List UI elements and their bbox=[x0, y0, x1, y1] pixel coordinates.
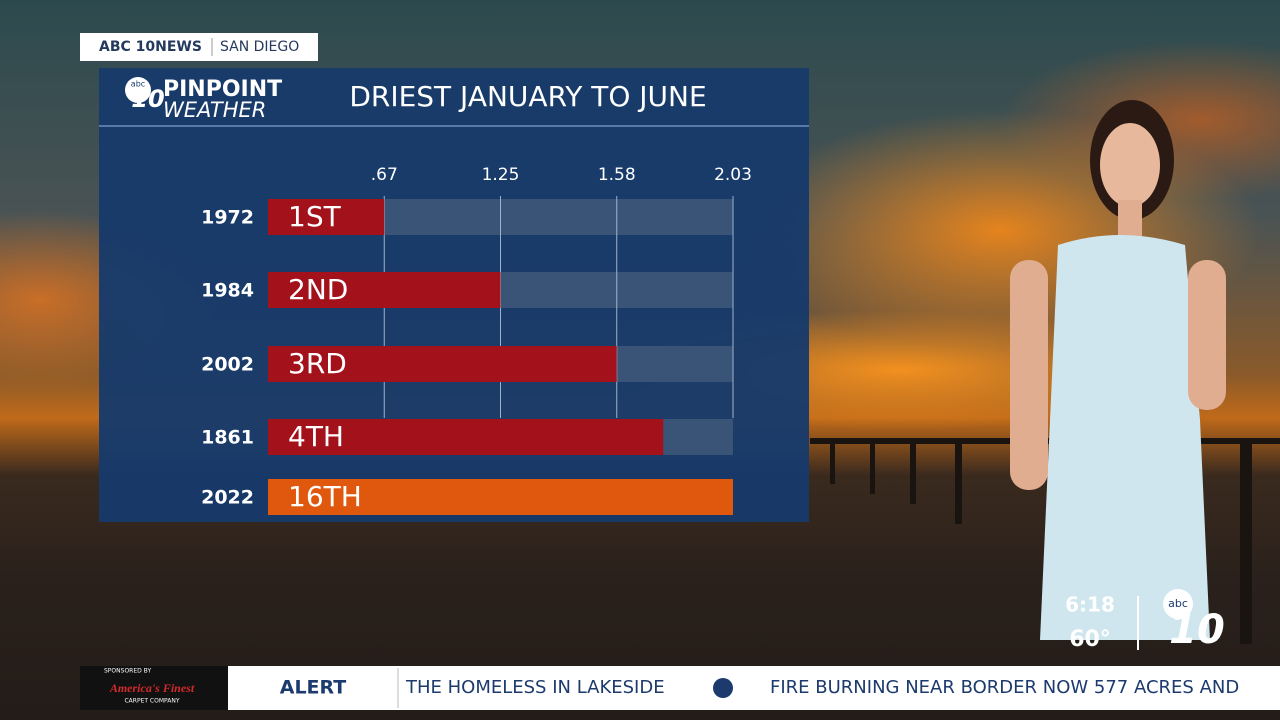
presenter bbox=[1010, 100, 1226, 640]
rank-label: 2ND bbox=[288, 273, 348, 306]
y-tick-label: 2022 bbox=[201, 487, 254, 509]
plot: .67 1.25 1.58 2.03 1972 1ST 1984 2ND 2002 3RD 1861… bbox=[201, 165, 752, 515]
sponsor-name: America's Finest bbox=[109, 681, 195, 695]
logo-badge-text: abc bbox=[131, 80, 145, 89]
x-tick-label: 2.03 bbox=[714, 165, 752, 185]
ticker-bar bbox=[80, 666, 1280, 710]
ticker-item: THE HOMELESS IN LAKESIDE bbox=[405, 677, 665, 698]
sponsor-label: SPONSORED BY bbox=[104, 668, 151, 675]
y-tick-label: 1861 bbox=[201, 427, 254, 449]
network-name: ABC 10NEWS bbox=[99, 39, 202, 55]
rank-label: 3RD bbox=[288, 347, 347, 380]
rank-label: 16TH bbox=[288, 480, 362, 513]
station-number: 10 bbox=[1169, 607, 1225, 653]
pier-posts bbox=[830, 444, 1252, 644]
station-badge-text: abc bbox=[1168, 597, 1188, 610]
sponsor-sub: CARPET COMPANY bbox=[124, 698, 179, 705]
bar bbox=[268, 419, 664, 455]
ticker-tag: ALERT bbox=[280, 677, 347, 699]
rank-label: 4TH bbox=[288, 420, 344, 453]
station-badge bbox=[1163, 589, 1193, 619]
bar bbox=[268, 346, 617, 382]
chart-title: DRIEST JANUARY TO JUNE bbox=[349, 80, 706, 113]
ticker-item: FIRE BURNING NEAR BORDER NOW 577 ACRES A… bbox=[770, 677, 1239, 698]
bar bbox=[268, 272, 501, 308]
logo-badge bbox=[125, 77, 151, 103]
logo-number: 10 bbox=[131, 85, 164, 113]
ticker-logo bbox=[713, 678, 733, 698]
x-tick-label: 1.58 bbox=[598, 165, 636, 185]
y-tick-label: 1972 bbox=[201, 207, 254, 229]
network-bug bbox=[80, 33, 318, 61]
y-tick-label: 2002 bbox=[201, 354, 254, 376]
bar bbox=[268, 199, 385, 235]
x-tick-label: 1.25 bbox=[482, 165, 520, 185]
bar bbox=[268, 479, 733, 515]
clock-time: 6:18 bbox=[1065, 593, 1115, 617]
city: SAN DIEGO bbox=[220, 39, 299, 55]
sponsor-box bbox=[80, 666, 228, 710]
y-tick-label: 1984 bbox=[201, 280, 254, 302]
rank-label: 1ST bbox=[288, 200, 342, 233]
logo-sub: WEATHER bbox=[163, 98, 266, 122]
clock-temp: 60° bbox=[1069, 627, 1111, 652]
logo-brand: PINPOINT bbox=[163, 77, 282, 102]
x-tick-label: .67 bbox=[371, 165, 398, 185]
